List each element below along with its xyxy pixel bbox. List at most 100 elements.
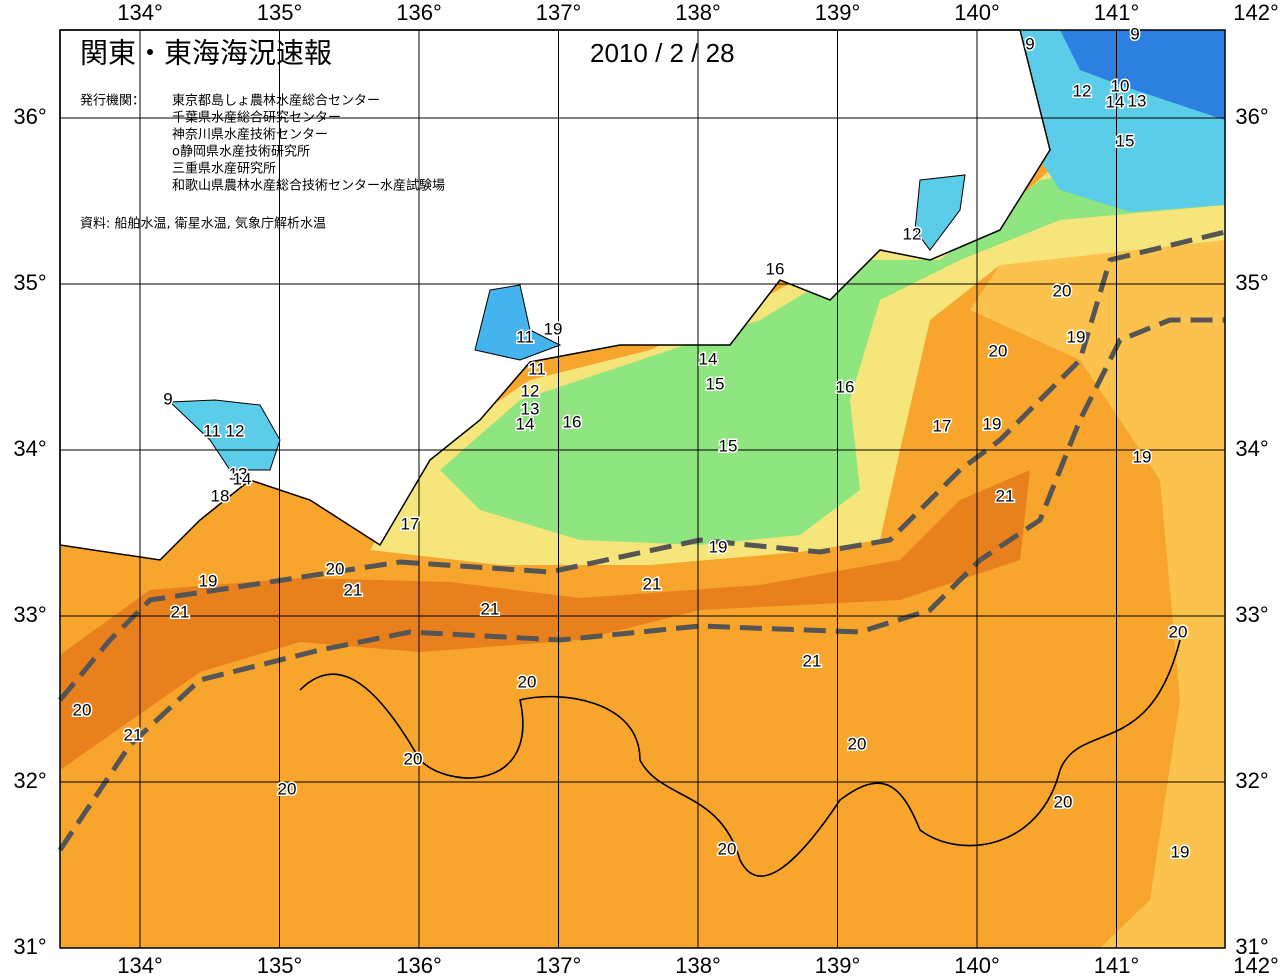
contour-label: 16 xyxy=(766,259,785,278)
contour-label: 15 xyxy=(1116,131,1135,150)
lat-label: 33° xyxy=(13,602,46,627)
contour-label: 14 xyxy=(699,349,718,368)
isotherm-20 xyxy=(299,639,1181,877)
lat-label: 32° xyxy=(1235,768,1268,793)
contour-label: 12 xyxy=(903,224,922,243)
contour-label: 20 xyxy=(518,672,537,691)
contour-label: 9 xyxy=(1025,34,1034,53)
contour-label: 14 xyxy=(1106,92,1125,111)
contour-label: 20 xyxy=(848,734,867,753)
lat-label: 36° xyxy=(13,104,46,129)
contour-label: 13 xyxy=(521,399,540,418)
contour-label: 12 xyxy=(1073,81,1092,100)
contour-label: 19 xyxy=(544,319,563,338)
agency: 和歌山県農林水産総合技術センター水産試験場 xyxy=(172,178,445,194)
lon-label: 141° xyxy=(1094,0,1140,25)
lat-label: 35° xyxy=(1235,270,1268,295)
contour-label: 19 xyxy=(1067,327,1086,346)
contour-label: 19 xyxy=(983,414,1002,433)
contour-label: 9 xyxy=(1130,24,1139,43)
agency: 三重県水産研究所 xyxy=(172,161,276,177)
contour-label: 11 xyxy=(528,359,546,378)
lon-label: 136° xyxy=(396,953,442,978)
lat-label: 32° xyxy=(13,768,46,793)
contour-label: 16 xyxy=(836,377,855,396)
contour-label: 20 xyxy=(404,749,423,768)
contour-label: 19 xyxy=(1171,842,1190,861)
lon-label: 137° xyxy=(536,0,582,25)
lon-label: 142° xyxy=(1233,0,1279,25)
lon-label: 134° xyxy=(117,0,163,25)
contour-label: 21 xyxy=(481,599,500,618)
contour-label: 21 xyxy=(996,486,1015,505)
contour-label: 9 xyxy=(163,389,172,408)
contour-label: 21 xyxy=(124,725,143,744)
source: 資料: 船舶水温, 衛星水温, 気象庁解析水温 xyxy=(80,216,326,232)
contour-label: 17 xyxy=(933,416,952,435)
ocean-21 xyxy=(60,470,1030,770)
contour-label: 12 xyxy=(226,421,245,440)
issuer-label: 発行機関： xyxy=(80,94,145,109)
ise-bay xyxy=(474,284,562,361)
contour-label: 15 xyxy=(706,374,725,393)
lat-label: 36° xyxy=(1235,104,1268,129)
ocean-19 xyxy=(970,235,1225,948)
contour-label: 21 xyxy=(803,651,822,670)
contour-label: 20 xyxy=(278,779,297,798)
contour-label: 15 xyxy=(719,436,738,455)
lon-label: 140° xyxy=(954,0,1000,25)
lon-label: 137° xyxy=(536,953,582,978)
title: 関東・東海海況速報 xyxy=(80,37,332,68)
lat-label: 33° xyxy=(1235,602,1268,627)
lon-label: 139° xyxy=(815,953,861,978)
map-frame xyxy=(59,29,1226,949)
contour-label: 11 xyxy=(203,421,221,440)
contour-label: 11 xyxy=(516,327,534,346)
osaka-bay xyxy=(168,399,281,471)
land xyxy=(59,29,1051,561)
date: 2010 / 2 / 28 xyxy=(590,38,735,68)
contour-label: 19 xyxy=(709,537,728,556)
contour-label: 19 xyxy=(1133,447,1152,466)
agency: 東京都島しょ農林水産総合センター xyxy=(172,93,380,109)
lon-label: 142° xyxy=(1233,953,1279,978)
contour-label: 16 xyxy=(563,412,582,431)
contour-label: 10 xyxy=(1111,76,1130,95)
contour-label: 14 xyxy=(233,469,252,488)
contour-label: 13 xyxy=(1128,91,1147,110)
lat-label: 35° xyxy=(13,270,46,295)
lon-label: 138° xyxy=(675,0,721,25)
contour-label: 21 xyxy=(171,602,190,621)
contour-label: 20 xyxy=(718,839,737,858)
lon-label: 141° xyxy=(1094,953,1140,978)
contour-label: 18 xyxy=(211,486,230,505)
kuroshio-south xyxy=(57,317,1225,852)
lon-label: 139° xyxy=(815,0,861,25)
contour-label: 20 xyxy=(1169,622,1188,641)
lat-label: 34° xyxy=(1235,436,1268,461)
lat-label: 31° xyxy=(13,934,46,959)
agency: 神奈川県水産技術センター xyxy=(172,127,328,143)
lon-label: 135° xyxy=(257,953,303,978)
contour-label: 17 xyxy=(401,514,420,533)
ocean-9 xyxy=(1060,30,1225,120)
tokyo-bay xyxy=(914,174,966,251)
contour-label: 20 xyxy=(73,700,92,719)
ocean-15 xyxy=(440,150,1225,545)
contour-label: 19 xyxy=(199,571,218,590)
lat-label: 34° xyxy=(13,436,46,461)
kuroshio-north xyxy=(58,229,1226,702)
lon-label: 138° xyxy=(675,953,721,978)
contour-label: 12 xyxy=(521,381,540,400)
lon-label: 140° xyxy=(954,953,1000,978)
contour-label: 13 xyxy=(229,464,248,483)
contour-label: 20 xyxy=(1053,281,1072,300)
contour-label: 21 xyxy=(344,580,363,599)
lon-label: 134° xyxy=(117,953,163,978)
contour-label: 20 xyxy=(1054,792,1073,811)
lon-label: 136° xyxy=(396,0,442,25)
contour-label: 20 xyxy=(989,341,1008,360)
contour-label: 14 xyxy=(516,414,535,433)
contour-label: 21 xyxy=(643,574,662,593)
